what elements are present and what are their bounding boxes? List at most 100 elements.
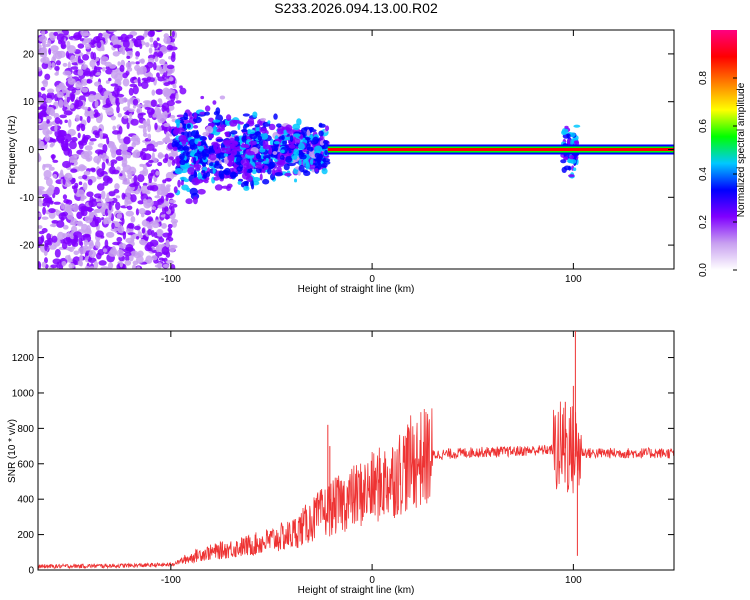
spectral-blob	[204, 105, 211, 112]
spectral-blob	[130, 215, 136, 223]
spectral-blob	[138, 239, 146, 245]
spectral-blob	[116, 105, 120, 114]
spectral-blob	[149, 30, 155, 37]
spectral-blob	[162, 232, 171, 238]
spectral-blob	[96, 168, 105, 178]
spectral-blob	[259, 148, 266, 153]
spectral-blob	[83, 70, 92, 77]
spectral-blob	[321, 163, 328, 168]
spectral-blob	[111, 169, 120, 175]
spectral-blob	[257, 135, 263, 141]
spectral-blob	[285, 124, 293, 132]
spectral-blob	[162, 102, 170, 111]
spectral-blob	[162, 139, 172, 143]
spectral-blob	[38, 67, 42, 72]
spectral-blob	[229, 119, 238, 127]
spectral-blob	[137, 250, 144, 258]
spectral-blob	[76, 221, 81, 226]
spectral-blob	[88, 141, 94, 146]
spectral-blob	[38, 230, 45, 235]
spectral-blob	[38, 118, 42, 123]
spectral-blob	[55, 50, 63, 60]
spectral-blob	[289, 135, 294, 142]
spectral-blob	[81, 78, 88, 84]
spectral-blob	[243, 169, 248, 173]
spectral-blob	[247, 117, 255, 125]
spectral-blob	[179, 85, 183, 89]
spectral-blob	[137, 174, 145, 183]
spectral-blob	[104, 239, 109, 249]
spectral-blob	[125, 187, 132, 197]
spectral-blob	[64, 119, 68, 124]
spectral-blob	[141, 227, 146, 234]
spectral-blob	[43, 163, 53, 168]
spectral-blob	[53, 31, 59, 37]
spectral-blob	[242, 113, 250, 117]
snr-series-line	[38, 401, 674, 570]
spectral-blob	[260, 127, 267, 134]
spectral-blob	[46, 88, 55, 94]
spectral-blob	[142, 163, 147, 170]
spectral-blob	[292, 133, 301, 138]
spectral-blob	[255, 153, 261, 160]
y-tick-label: 600	[17, 459, 34, 470]
spectral-blob	[71, 241, 79, 247]
spectral-blob	[149, 36, 154, 43]
spectral-blob	[62, 224, 69, 230]
spectral-blob	[66, 96, 71, 103]
spectral-blob	[123, 136, 131, 145]
spectral-blob	[306, 146, 314, 152]
spectral-blob	[174, 119, 181, 125]
spectral-blob	[572, 167, 577, 172]
spectral-blob	[142, 167, 149, 177]
spectral-blob	[42, 206, 46, 215]
spectral-blob	[122, 78, 130, 87]
spectral-blob	[142, 126, 147, 135]
spectral-blob	[171, 221, 178, 228]
y-tick-label: 1200	[12, 353, 35, 364]
spectral-blob	[259, 173, 263, 181]
spectral-blob	[69, 104, 74, 109]
spectral-blob	[109, 63, 117, 69]
spectral-blob	[93, 260, 99, 269]
spectral-blob	[127, 146, 134, 150]
spectral-blob	[80, 30, 89, 37]
spectral-blob	[62, 62, 68, 67]
spectral-blob	[93, 65, 98, 74]
spectral-blob	[164, 177, 172, 182]
spectral-blob	[132, 139, 141, 146]
spectral-blob	[112, 125, 117, 131]
y-tick-label: 0	[28, 145, 34, 156]
spectral-blob	[155, 170, 160, 176]
spectral-blob	[90, 168, 96, 173]
spectral-blob	[155, 88, 164, 95]
spectral-blob	[170, 264, 176, 269]
spectral-blob	[155, 244, 160, 253]
spectral-blob	[154, 122, 158, 131]
spectral-blob	[263, 165, 269, 170]
spectral-blob	[121, 217, 125, 225]
y-tick-label: 200	[17, 530, 34, 541]
spectral-blob	[247, 129, 256, 135]
spectral-blob	[194, 167, 201, 171]
spectral-blob	[94, 112, 101, 117]
spectral-blob	[570, 139, 574, 146]
spectral-blob	[108, 77, 112, 82]
spectral-blob	[99, 112, 103, 121]
spectral-blob	[154, 219, 160, 223]
spectral-blob	[86, 79, 91, 84]
spectral-blob	[38, 97, 45, 105]
spectral-blob	[300, 127, 308, 134]
spectral-blob	[87, 178, 93, 186]
spectral-blob	[306, 150, 310, 154]
spectral-blob	[42, 127, 50, 136]
spectral-blob	[268, 146, 273, 155]
spectral-blob	[322, 140, 329, 145]
y-tick-label: 20	[23, 49, 35, 60]
spectral-blob	[50, 264, 58, 269]
spectral-blob	[100, 190, 106, 200]
spectral-blob	[273, 113, 278, 120]
spectral-blob	[165, 131, 170, 139]
spectral-blob	[115, 201, 121, 211]
spectral-blob	[157, 229, 163, 237]
